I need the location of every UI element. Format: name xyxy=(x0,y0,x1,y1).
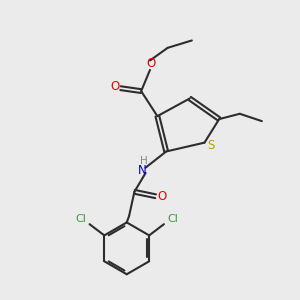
Text: O: O xyxy=(158,190,167,203)
Text: N: N xyxy=(138,164,146,176)
Text: Cl: Cl xyxy=(75,214,86,224)
Text: O: O xyxy=(147,57,156,70)
Text: H: H xyxy=(140,156,147,166)
Text: S: S xyxy=(207,139,214,152)
Text: O: O xyxy=(110,80,119,94)
Text: Cl: Cl xyxy=(167,214,178,224)
